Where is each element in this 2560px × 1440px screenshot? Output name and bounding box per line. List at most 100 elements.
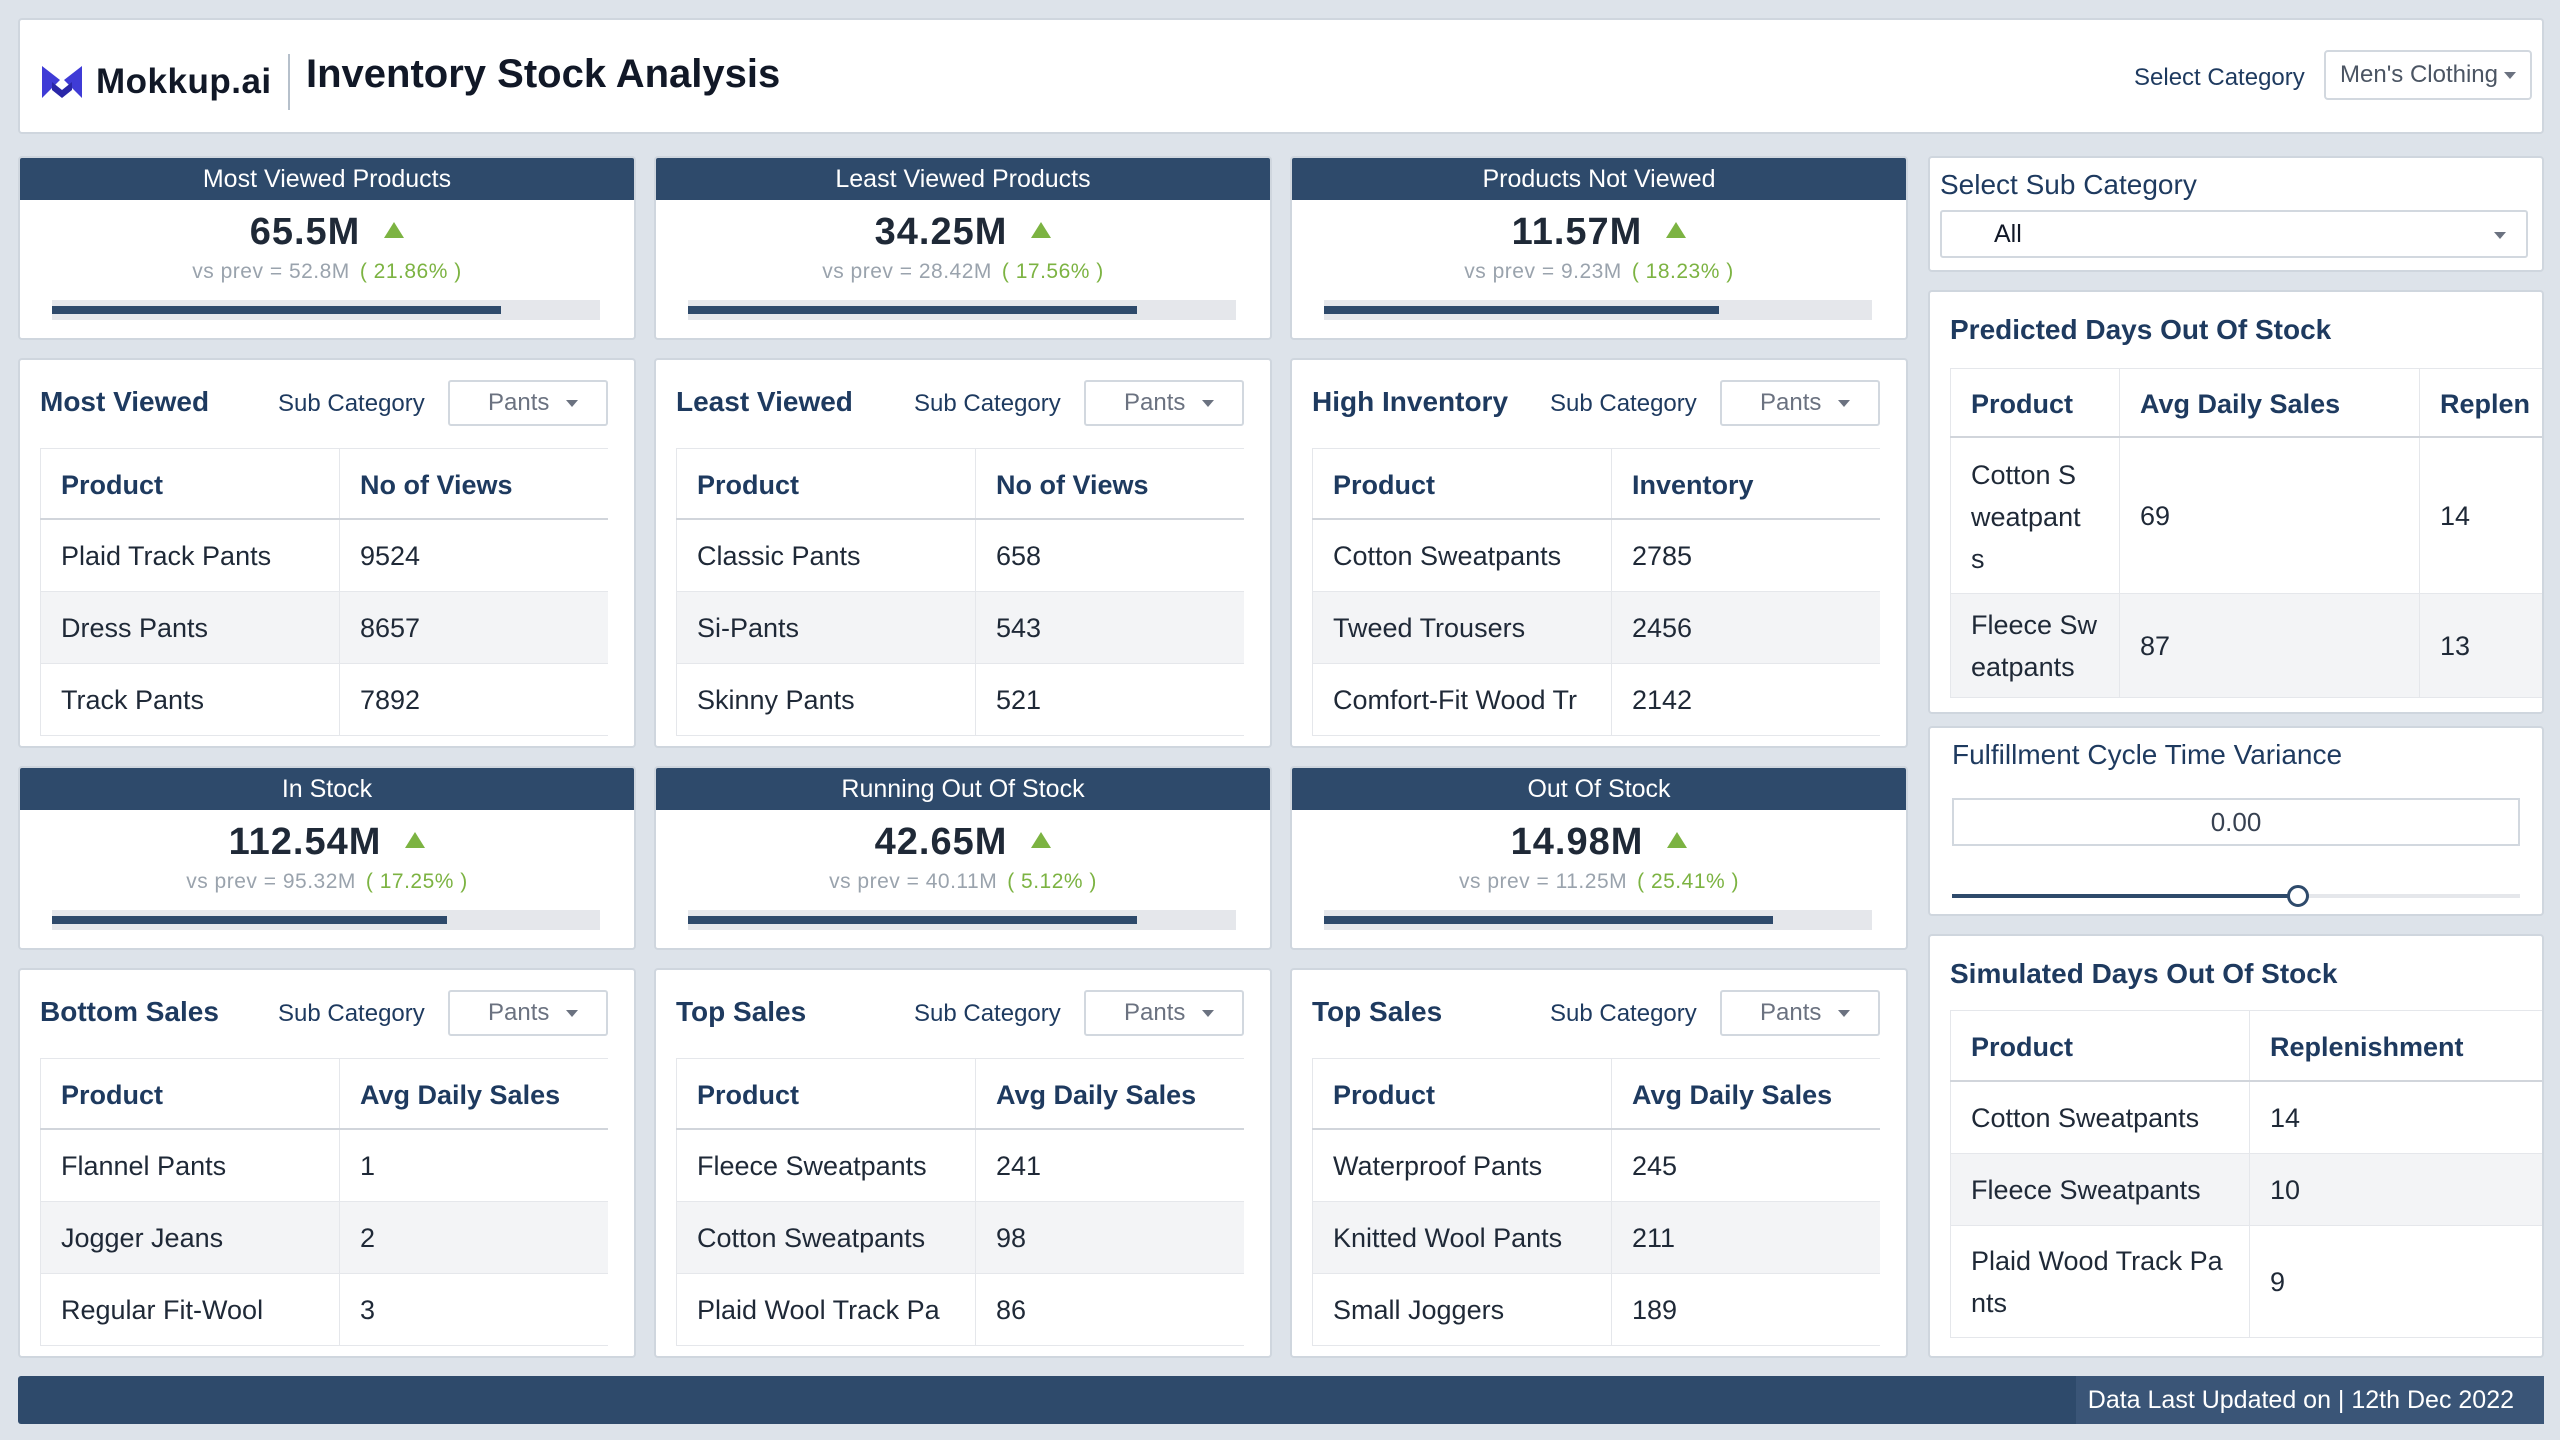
dropdown-value: Pants bbox=[1124, 999, 1186, 1026]
product-cell: Plaid Wool Track Pa bbox=[676, 1274, 976, 1345]
table-row: Plaid Track Pants 9524 bbox=[40, 520, 608, 592]
table-least-viewed: Least Viewed Sub Category Pants Product No o… bbox=[654, 358, 1272, 748]
fulfillment-slider[interactable] bbox=[1952, 885, 2520, 907]
value-cell: 7892 bbox=[360, 685, 421, 715]
value-cell: 2 bbox=[360, 1223, 376, 1253]
chevron-down-icon bbox=[1838, 400, 1850, 407]
table-top-sales-2: Top Sales Sub Category Pants Product Avg Dai… bbox=[1290, 968, 1908, 1358]
column-header: Product bbox=[1312, 1059, 1612, 1128]
data-table: Product Avg Daily Sales Flannel Pants 1 Jogg… bbox=[40, 1058, 608, 1346]
column-header: Replen bbox=[2440, 389, 2531, 419]
kpi-title: Out Of Stock bbox=[1292, 768, 1906, 810]
table-row: Fleece Sw eatpants 87 13 bbox=[1950, 594, 2542, 698]
category-value: Men's Clothing bbox=[2340, 61, 2498, 88]
replen-cell: 9 bbox=[2270, 1267, 2286, 1297]
table-row: Dress Pants 8657 bbox=[40, 592, 608, 664]
predicted-title: Predicted Days Out Of Stock bbox=[1950, 314, 2332, 345]
sub-category-dropdown[interactable]: Pants bbox=[1720, 990, 1880, 1036]
up-arrow-icon bbox=[1666, 221, 1687, 238]
product-cell: Fleece Sweatpants bbox=[1950, 1154, 2250, 1225]
up-arrow-icon bbox=[1031, 831, 1052, 848]
kpi-title: Most Viewed Products bbox=[20, 158, 634, 200]
kpi-comparison: vs prev = 28.42M( 17.56% ) bbox=[822, 260, 1104, 283]
kpi-in-stock: In Stock 112.54M vs prev = 95.32M( 17.25… bbox=[18, 766, 636, 950]
product-cell: Cotton Sweatpants bbox=[1950, 1082, 2250, 1153]
product-cell: Plaid Wood Track Pa nts bbox=[1950, 1226, 2250, 1337]
sub-category-dropdown[interactable]: Pants bbox=[448, 380, 608, 426]
table-title: Top Sales bbox=[676, 996, 807, 1027]
column-header: Product bbox=[1312, 449, 1612, 518]
header-divider bbox=[288, 54, 290, 110]
last-updated-text: Data Last Updated on | 12th Dec 2022 bbox=[2087, 1386, 2514, 1414]
product-cell: Plaid Track Pants bbox=[40, 520, 340, 591]
value-cell: 98 bbox=[996, 1223, 1027, 1253]
table-header: Product Avg Daily Sales bbox=[40, 1058, 608, 1130]
table-header: Product No of Views bbox=[676, 448, 1244, 520]
sub-category-label: Sub Category bbox=[914, 390, 1061, 417]
data-table: Product Avg Daily Sales Fleece Sweatpants 2… bbox=[676, 1058, 1244, 1346]
table-row: Waterproof Pants 245 bbox=[1312, 1130, 1880, 1202]
chevron-down-icon bbox=[566, 1010, 578, 1017]
kpi-comparison: vs prev = 11.25M( 25.41% ) bbox=[1458, 870, 1740, 893]
predicted-card: Predicted Days Out Of Stock Product Avg … bbox=[1928, 290, 2544, 714]
sub-category-select[interactable]: All bbox=[1940, 210, 2528, 258]
value-cell: 86 bbox=[996, 1295, 1027, 1325]
kpi-least-viewed: Least Viewed Products 34.25M vs prev = 2… bbox=[654, 156, 1272, 340]
sub-category-label: Select Sub Category bbox=[1940, 169, 2197, 200]
table-row: Plaid Wool Track Pa 86 bbox=[676, 1274, 1244, 1346]
table-row: Small Joggers 189 bbox=[1312, 1274, 1880, 1346]
fulfillment-input[interactable]: 0.00 bbox=[1952, 798, 2520, 846]
column-header: Product bbox=[1950, 369, 2120, 436]
dropdown-value: Pants bbox=[488, 999, 550, 1026]
value-cell: 658 bbox=[996, 541, 1042, 571]
column-header: Avg Daily Sales bbox=[1632, 1080, 1833, 1110]
kpi-progress-bar bbox=[1324, 910, 1872, 930]
sub-category-dropdown[interactable]: Pants bbox=[1084, 990, 1244, 1036]
kpi-value: 42.65M bbox=[656, 818, 1270, 866]
column-header: Inventory bbox=[1632, 470, 1754, 500]
kpi-progress-bar bbox=[688, 300, 1236, 320]
table-row: Si-Pants 543 bbox=[676, 592, 1244, 664]
value-cell: 521 bbox=[996, 685, 1042, 715]
dropdown-value: Pants bbox=[1760, 999, 1822, 1026]
table-row: Cotton Sweatpants 2785 bbox=[1312, 520, 1880, 592]
sub-category-label: Sub Category bbox=[1550, 390, 1697, 417]
sub-category-dropdown[interactable]: Pants bbox=[1084, 380, 1244, 426]
progress-fill bbox=[688, 306, 1137, 314]
product-cell: Knitted Wool Pants bbox=[1312, 1202, 1612, 1273]
product-cell: Tweed Trousers bbox=[1312, 592, 1612, 663]
progress-fill bbox=[688, 916, 1137, 924]
kpi-comparison: vs prev = 95.32M( 17.25% ) bbox=[186, 870, 468, 893]
column-header: Replenishment bbox=[2270, 1032, 2464, 1062]
slider-handle[interactable] bbox=[2287, 885, 2309, 907]
sub-category-dropdown[interactable]: Pants bbox=[448, 990, 608, 1036]
column-header: Product bbox=[676, 449, 976, 518]
kpi-running-out: Running Out Of Stock 42.65M vs prev = 40… bbox=[654, 766, 1272, 950]
product-cell: Fleece Sweatpants bbox=[676, 1130, 976, 1201]
table-row: Plaid Wood Track Pa nts 9 bbox=[1950, 1226, 2542, 1338]
value-cell: 543 bbox=[996, 613, 1042, 643]
progress-fill bbox=[52, 916, 447, 924]
table-title: High Inventory bbox=[1312, 386, 1509, 417]
table-header: Product Avg Daily Sales Replen bbox=[1950, 368, 2542, 438]
table-header: Product Inventory bbox=[1312, 448, 1880, 520]
kpi-value: 14.98M bbox=[1292, 818, 1906, 866]
kpi-title: Products Not Viewed bbox=[1292, 158, 1906, 200]
header-bar: Mokkup.ai Inventory Stock Analysis Selec… bbox=[18, 18, 2544, 134]
value-cell: 1 bbox=[360, 1151, 376, 1181]
product-cell: Classic Pants bbox=[676, 520, 976, 591]
kpi-comparison: vs prev = 9.23M( 18.23% ) bbox=[1464, 260, 1734, 283]
product-cell: Regular Fit-Wool bbox=[40, 1274, 340, 1345]
sub-category-dropdown[interactable]: Pants bbox=[1720, 380, 1880, 426]
category-select[interactable]: Men's Clothing bbox=[2324, 50, 2532, 100]
column-header: Avg Daily Sales bbox=[996, 1080, 1197, 1110]
column-header: Product bbox=[40, 449, 340, 518]
table-title: Top Sales bbox=[1312, 996, 1443, 1027]
product-cell: Si-Pants bbox=[676, 592, 976, 663]
table-header: Product Avg Daily Sales bbox=[1312, 1058, 1880, 1130]
dropdown-value: Pants bbox=[1124, 389, 1186, 416]
